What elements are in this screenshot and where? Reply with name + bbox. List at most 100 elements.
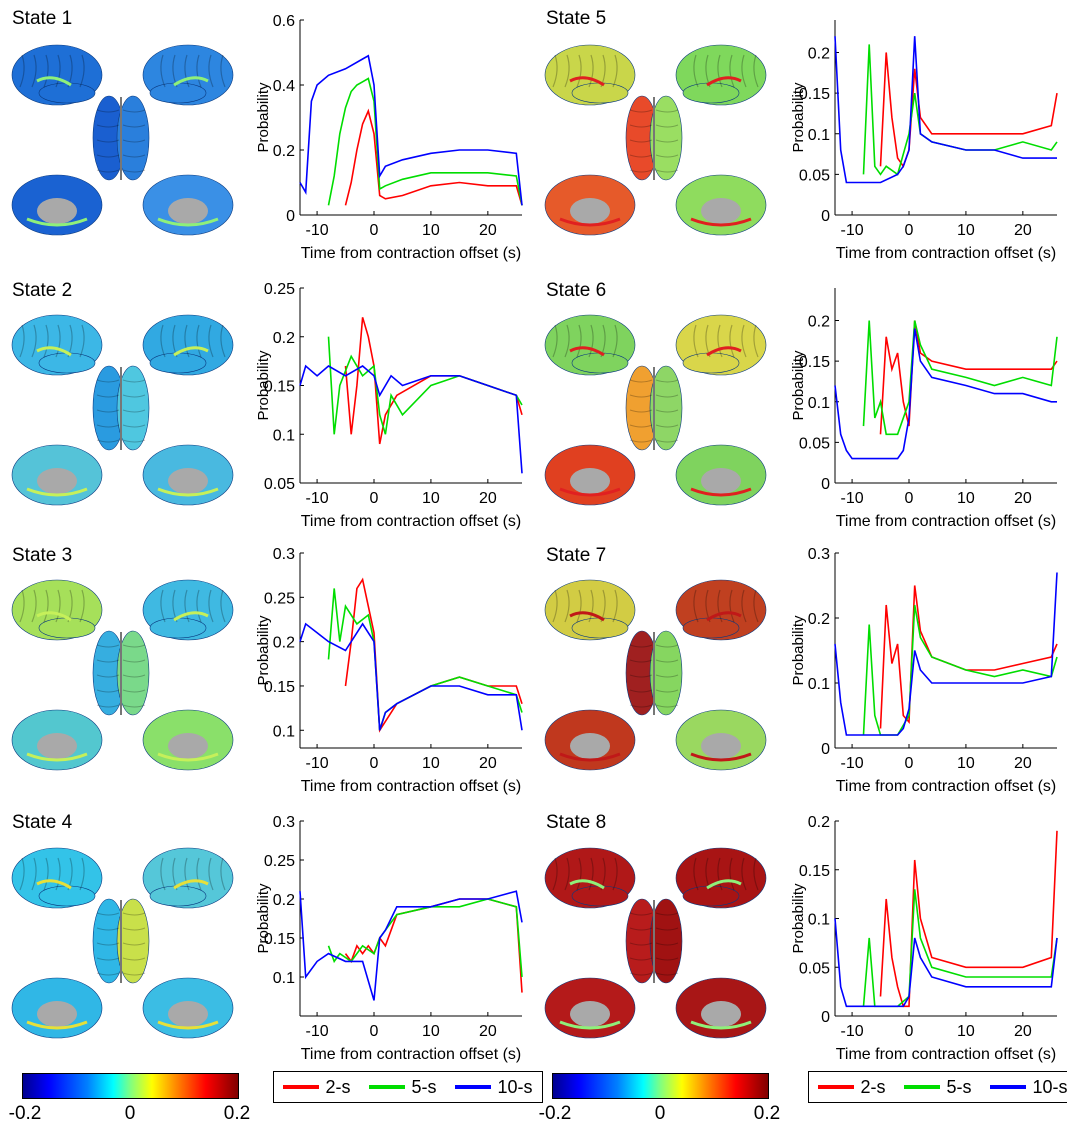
y-tick-label: 0.25 bbox=[264, 281, 295, 298]
y-axis-label: Probability bbox=[255, 883, 272, 954]
y-axis-label: Probability bbox=[255, 615, 272, 686]
legend-label-2s: 2-s bbox=[325, 1076, 351, 1097]
x-tick-label: 0 bbox=[905, 222, 914, 239]
y-tick-label: 0.25 bbox=[264, 853, 295, 870]
y-tick-label: 0.2 bbox=[273, 143, 295, 160]
y-tick-label: 0.05 bbox=[264, 476, 295, 493]
colorbar-right bbox=[552, 1073, 769, 1099]
legend-label-10s: 10-s bbox=[1032, 1076, 1067, 1097]
state-7-title: State 7 bbox=[546, 545, 607, 566]
series-line-2-s bbox=[344, 898, 523, 993]
brain-map-state-2 bbox=[5, 305, 240, 510]
x-tick-label: 10 bbox=[422, 222, 440, 239]
series-line-10-s bbox=[834, 328, 1057, 460]
brain-lateral-right bbox=[675, 314, 767, 376]
y-tick-label: 0.15 bbox=[799, 863, 830, 880]
series-line-5-s bbox=[862, 604, 1058, 736]
x-tick-label: 10 bbox=[957, 490, 975, 507]
series-line-10-s bbox=[299, 54, 523, 206]
brain-medial-right bbox=[142, 444, 234, 506]
y-tick-label: 0.2 bbox=[273, 892, 295, 909]
brain-dorsal-view bbox=[625, 95, 683, 181]
legend-item-2s: 2-s bbox=[818, 1076, 886, 1098]
brain-medial-right bbox=[142, 709, 234, 771]
brain-lateral-left bbox=[544, 847, 636, 909]
y-tick-label: 0.15 bbox=[264, 679, 295, 696]
brain-lateral-left bbox=[11, 44, 103, 106]
y-tick-label: 0.1 bbox=[808, 127, 830, 144]
legend-swatch-10s bbox=[455, 1085, 492, 1089]
y-tick-label: 0.2 bbox=[808, 46, 830, 63]
legend-label-10s: 10-s bbox=[497, 1076, 533, 1097]
x-tick-label: -10 bbox=[306, 1023, 329, 1040]
legend-item-2s: 2-s bbox=[283, 1076, 351, 1098]
brain-medial-left bbox=[544, 174, 636, 236]
brain-medial-left bbox=[11, 174, 103, 236]
probability-plot-state-5: 0 0.05 0.1 0.15 0.2 -10 0 10 20 Time from contrac… bbox=[790, 14, 1060, 274]
x-tick-label: 0 bbox=[905, 1023, 914, 1040]
y-tick-label: 0.1 bbox=[808, 676, 830, 693]
legend-swatch-2s bbox=[818, 1085, 855, 1089]
y-axis-label: Probability bbox=[790, 883, 807, 954]
brain-dorsal-view bbox=[92, 365, 150, 451]
y-tick-label: 0 bbox=[821, 741, 830, 758]
series-line-2-s bbox=[344, 317, 523, 445]
x-tick-label: -10 bbox=[841, 755, 864, 772]
y-tick-label: 0.15 bbox=[264, 379, 295, 396]
legend-item-10s: 10-s bbox=[990, 1077, 1067, 1098]
probability-plot-state-7: 0 0.1 0.2 0.3 -10 0 10 20 Time from contraction … bbox=[790, 546, 1060, 807]
legend-item-5s: 5-s bbox=[369, 1077, 437, 1098]
probability-plot-state-6: 0 0.05 0.1 0.15 0.2 -10 0 10 20 Time from contrac… bbox=[790, 282, 1060, 542]
x-tick-label: 10 bbox=[957, 1023, 975, 1040]
state-2-title: State 2 bbox=[12, 280, 73, 301]
x-tick-label: 10 bbox=[422, 490, 440, 507]
y-tick-label: 0.4 bbox=[273, 78, 295, 95]
x-axis-label: Time from contraction offset (s) bbox=[836, 778, 1057, 795]
state-6-title: State 6 bbox=[546, 280, 607, 301]
y-tick-label: 0 bbox=[821, 208, 830, 225]
legend-label-2s: 2-s bbox=[860, 1076, 886, 1097]
brain-map-state-8 bbox=[538, 838, 773, 1043]
probability-plot-state-4: 0.1 0.15 0.2 0.25 0.3 -10 0 10 20 Time from contr… bbox=[255, 814, 525, 1075]
x-axis-label: Time from contraction offset (s) bbox=[836, 245, 1057, 262]
legend-swatch-2s bbox=[283, 1085, 320, 1089]
x-tick-label: 20 bbox=[479, 755, 497, 772]
legend-item-10s: 10-s bbox=[455, 1076, 533, 1098]
series-line-2-s bbox=[344, 108, 523, 206]
brain-lateral-right bbox=[675, 44, 767, 106]
x-tick-label: 20 bbox=[479, 490, 497, 507]
y-axis-label: Probability bbox=[255, 350, 272, 421]
y-tick-label: 0.1 bbox=[273, 970, 295, 987]
y-tick-label: 0.15 bbox=[264, 931, 295, 948]
y-tick-label: 0 bbox=[286, 208, 295, 225]
x-tick-label: 0 bbox=[370, 755, 379, 772]
x-tick-label: -10 bbox=[841, 1023, 864, 1040]
x-tick-label: 0 bbox=[905, 490, 914, 507]
x-tick-label: 20 bbox=[1014, 755, 1032, 772]
series-line-10-s bbox=[299, 890, 523, 1001]
series-line-5-s bbox=[327, 588, 523, 731]
y-tick-label: 0.1 bbox=[808, 395, 830, 412]
series-line-5-s bbox=[862, 889, 1058, 1008]
legend-item-5s: 5-s bbox=[904, 1077, 972, 1098]
x-tick-label: -10 bbox=[841, 490, 864, 507]
series-line-10-s bbox=[299, 622, 523, 731]
legend-swatch-10s bbox=[990, 1085, 1027, 1089]
y-tick-label: 0.3 bbox=[808, 546, 830, 563]
series-line-10-s bbox=[299, 364, 523, 474]
x-tick-label: 10 bbox=[422, 755, 440, 772]
brain-lateral-right bbox=[142, 847, 234, 909]
legend-swatch-5s bbox=[904, 1085, 941, 1089]
brain-lateral-left bbox=[11, 847, 103, 909]
state-3-title: State 3 bbox=[12, 545, 73, 566]
x-tick-label: 0 bbox=[370, 1023, 379, 1040]
brain-medial-left bbox=[11, 709, 103, 771]
series-line-5-s bbox=[862, 320, 1058, 436]
x-tick-label: 20 bbox=[479, 222, 497, 239]
state-8-title: State 8 bbox=[546, 812, 607, 833]
x-axis-label: Time from contraction offset (s) bbox=[301, 778, 522, 795]
colorbar-left bbox=[22, 1073, 239, 1099]
x-tick-label: 0 bbox=[370, 222, 379, 239]
y-tick-label: 0.2 bbox=[273, 330, 295, 347]
x-tick-label: -10 bbox=[841, 222, 864, 239]
